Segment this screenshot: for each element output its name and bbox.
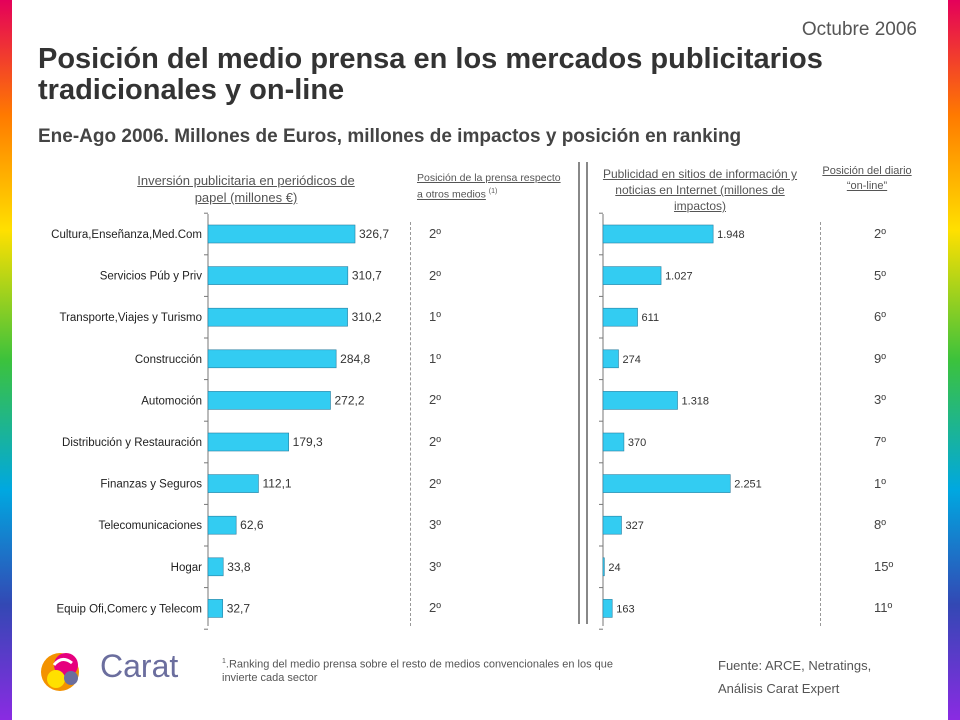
press-position-header-text: Posición de la prensa respecto a otros m… <box>417 172 561 201</box>
online-position-value: 5º <box>874 267 886 283</box>
bar-value-label: 1.948 <box>717 229 745 241</box>
online-position-value: 8º <box>874 517 886 533</box>
page-title: Posición del medio prensa en los mercado… <box>38 43 823 106</box>
bar <box>207 599 224 618</box>
bar-value-label: 370 <box>628 437 646 449</box>
bar-value-label: 327 <box>625 520 643 532</box>
source-line-2: Análisis Carat Expert <box>718 681 840 696</box>
bar-value-label: 24 <box>608 562 620 574</box>
bar <box>207 391 331 410</box>
footnote-mark: 1 <box>222 658 226 665</box>
investment-column-header: Inversión publicitaria en periódicos de … <box>137 173 355 205</box>
bar <box>602 307 638 327</box>
web-column-header: Publicidad en sitios de información y no… <box>602 167 798 213</box>
bar-value-label: 32,7 <box>227 601 251 615</box>
bar <box>602 391 678 410</box>
bar <box>602 557 605 577</box>
bar-value-label: 310,7 <box>352 269 382 283</box>
bar-value-label: 284,8 <box>340 352 370 366</box>
dashed-separator-right <box>820 222 821 626</box>
dashed-separator-left <box>410 222 411 626</box>
press-position-value: 2º <box>429 600 441 616</box>
online-position-value: 11º <box>874 600 893 616</box>
bar-value-label: 1.027 <box>665 271 693 283</box>
category-label: Cultura,Enseñanza,Med.Com <box>51 229 202 241</box>
bar <box>207 224 356 244</box>
press-position-value: 2º <box>429 226 441 241</box>
source-note: Fuente: ARCE, Netratings, Análisis Carat… <box>718 654 871 700</box>
category-label: Distribución y Restauración <box>62 437 202 449</box>
bar <box>207 515 237 535</box>
online-position-value: 6º <box>874 309 886 325</box>
online-position-value: 9º <box>874 350 886 366</box>
bar-value-label: 611 <box>642 312 660 324</box>
bar-value-label: 2.251 <box>734 479 762 491</box>
category-label: Automoción <box>141 395 202 407</box>
bar <box>207 557 224 577</box>
bar <box>602 224 714 244</box>
double-divider <box>578 162 588 624</box>
category-label: Servicios Púb y Priv <box>100 271 203 283</box>
online-position-value: 15º <box>874 558 894 574</box>
bar <box>602 515 622 535</box>
rainbow-border-left <box>0 0 12 720</box>
press-position-footnote-ref: (1) <box>488 188 498 195</box>
footnote-text: .Ranking del medio prensa sobre el resto… <box>222 658 613 684</box>
press-position-value: 2º <box>429 267 441 283</box>
bar <box>207 307 348 327</box>
press-position-column-header: Posición de la prensa respecto a otros m… <box>417 171 567 202</box>
press-position-value: 1º <box>429 309 441 325</box>
bar-value-label: 112,1 <box>262 477 291 491</box>
bar <box>602 474 731 493</box>
bar-value-label: 1.318 <box>682 395 710 407</box>
bar <box>602 599 613 618</box>
category-label: Telecomunicaciones <box>98 520 202 532</box>
category-label: Equip Ofi,Comerc y Telecom <box>56 603 202 615</box>
bar <box>207 474 259 493</box>
web-impacts-bar-chart: 1.948 1.027 611 274 1.318 370 2.251 327 24 163 <box>599 212 762 630</box>
category-label: Finanzas y Seguros <box>100 479 202 491</box>
investment-bar-chart: 326,7 Cultura,Enseñanza,Med.Com 310,7 Servi… <box>51 212 389 630</box>
rainbow-border-right <box>948 0 960 720</box>
report-date: Octubre 2006 <box>801 19 917 40</box>
online-rank-column-header: Posición del diario “on-line” <box>822 165 912 192</box>
bar-value-label: 163 <box>616 603 634 615</box>
bar <box>602 349 619 369</box>
bar-value-label: 33,8 <box>227 560 251 574</box>
bar <box>602 432 625 452</box>
bar-value-label: 274 <box>622 354 640 366</box>
footnote: 1.Ranking del medio prensa sobre el rest… <box>222 655 642 685</box>
page-subtitle: Ene-Ago 2006. Millones de Euros, millone… <box>38 126 742 147</box>
bar-value-label: 179,3 <box>293 435 323 449</box>
bar-value-label: 62,6 <box>240 518 264 532</box>
online-position-value: 1º <box>874 475 886 491</box>
press-position-value: 3º <box>429 558 441 574</box>
press-position-value: 2º <box>429 475 441 491</box>
press-position-value: 2º <box>429 392 441 408</box>
bar <box>207 349 337 369</box>
online-position-value: 7º <box>874 434 886 449</box>
press-position-value: 2º <box>429 434 441 449</box>
bar <box>602 266 662 285</box>
bar-value-label: 272,2 <box>334 393 364 407</box>
bar-value-label: 326,7 <box>359 227 389 241</box>
category-label: Transporte,Viajes y Turismo <box>59 312 202 324</box>
category-label: Construcción <box>135 354 202 366</box>
press-position-value: 3º <box>429 517 441 533</box>
press-position-value: 1º <box>429 350 441 366</box>
bar-value-label: 310,2 <box>352 310 382 324</box>
online-position-value: 2º <box>874 226 886 241</box>
carat-logo-text: Carat <box>100 648 179 684</box>
online-position-value: 3º <box>874 392 886 408</box>
category-label: Hogar <box>171 562 202 574</box>
bar <box>207 266 349 285</box>
source-line-1: Fuente: ARCE, Netratings, <box>718 658 872 673</box>
bar <box>207 432 289 452</box>
carat-logo-icon <box>41 653 79 691</box>
